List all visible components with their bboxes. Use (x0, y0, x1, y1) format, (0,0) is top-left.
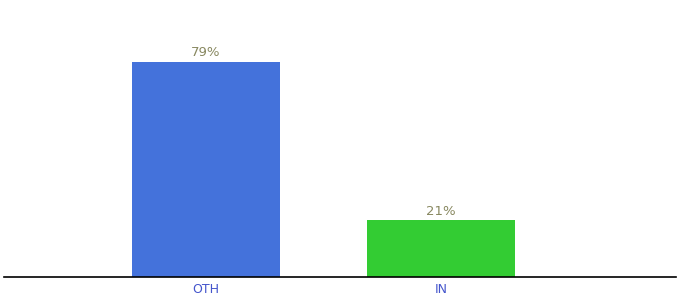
Text: 21%: 21% (426, 205, 456, 218)
Bar (367, 220, 515, 277)
Text: 79%: 79% (191, 46, 220, 59)
Bar (132, 61, 279, 277)
